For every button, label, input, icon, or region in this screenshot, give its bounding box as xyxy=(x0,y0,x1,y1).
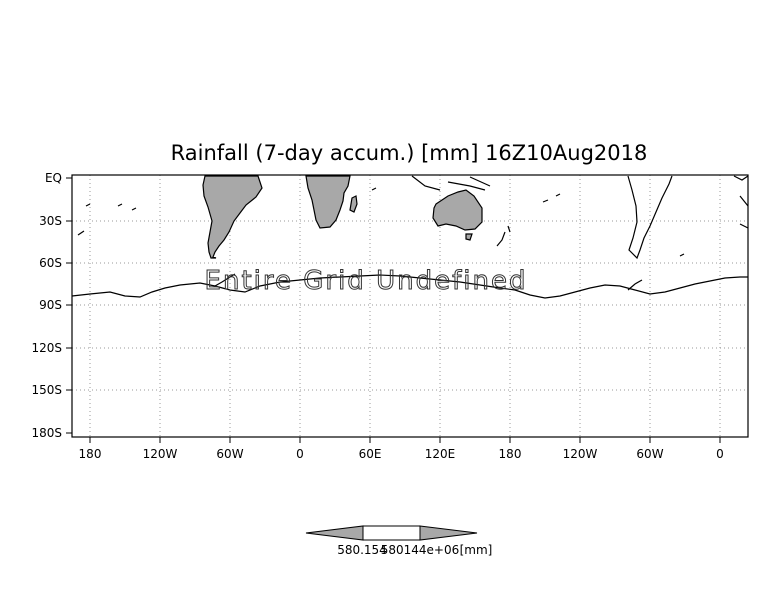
land-masses xyxy=(71,175,749,299)
madagascar xyxy=(349,195,358,213)
map-title: Rainfall (7-day accum.) [mm] 16Z10Aug201… xyxy=(171,141,648,165)
latitude-axis: EQ 30S 60S 90S 120S 150S 180S xyxy=(31,171,72,440)
lat-label: EQ xyxy=(45,171,62,185)
lon-label: 180 xyxy=(499,447,522,461)
map-frame xyxy=(71,174,749,438)
colorbar-low-label: 580.154 xyxy=(337,543,387,557)
lon-label: 120E xyxy=(425,447,456,461)
colorbar-mid-box xyxy=(362,525,421,541)
antarctica-left xyxy=(71,274,748,299)
colorbar-high-arrow xyxy=(419,525,478,541)
colorbar-unit: [mm] xyxy=(460,543,493,557)
australia xyxy=(432,189,483,231)
africa xyxy=(305,175,351,229)
lat-label: 60S xyxy=(39,256,62,270)
antarctic-peninsula-left xyxy=(214,273,236,287)
undefined-grid-message: Entire Grid Undefined xyxy=(205,266,528,296)
lon-label: 180 xyxy=(79,447,102,461)
lat-label: 150S xyxy=(31,383,62,397)
longitude-axis: 180 120W 60W 0 60E 120E 180 120W 60W 0 xyxy=(79,437,724,461)
lon-label: 120W xyxy=(563,447,598,461)
new-zealand xyxy=(496,225,511,247)
lon-label: 60W xyxy=(216,447,243,461)
colorbar-low-arrow xyxy=(305,525,364,541)
lon-label: 60W xyxy=(636,447,663,461)
antarctic-peninsula-right xyxy=(627,279,643,291)
lat-label: 120S xyxy=(31,341,62,355)
lon-label: 0 xyxy=(716,447,724,461)
tasmania xyxy=(465,233,473,241)
indonesia-coast xyxy=(411,175,491,191)
lon-label: 0 xyxy=(296,447,304,461)
lon-label: 120W xyxy=(143,447,178,461)
lat-label: 30S xyxy=(39,214,62,228)
south-america-right xyxy=(627,175,673,260)
south-america-left xyxy=(202,175,263,259)
lon-label: 60E xyxy=(359,447,382,461)
gridlines xyxy=(72,175,748,437)
africa-right-edge xyxy=(733,175,749,229)
lat-label: 180S xyxy=(31,426,62,440)
lat-label: 90S xyxy=(39,298,62,312)
colorbar: 580.154 580144e+06 [mm] xyxy=(305,525,493,557)
islands xyxy=(77,187,685,257)
colorbar-high-label: 580144e+06 xyxy=(381,543,460,557)
